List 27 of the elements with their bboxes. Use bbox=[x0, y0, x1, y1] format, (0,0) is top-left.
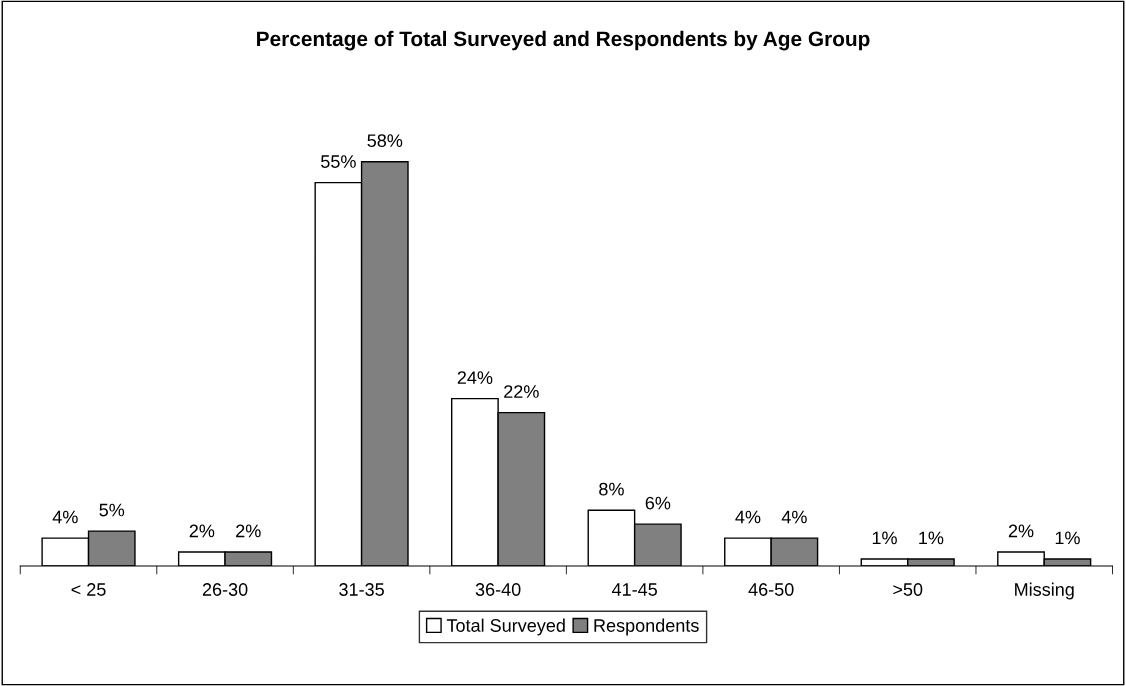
data-label: 24% bbox=[457, 371, 493, 384]
data-label: 8% bbox=[599, 482, 624, 496]
x-tick-label: 36-40 bbox=[475, 583, 521, 596]
data-label: 1% bbox=[1055, 531, 1080, 545]
legend-label: Total Surveyed bbox=[446, 618, 565, 636]
legend-label: Respondents bbox=[594, 618, 699, 636]
x-tick-label: Missing bbox=[1015, 582, 1074, 600]
x-tick-label: >50 bbox=[893, 583, 923, 596]
data-label: 22% bbox=[504, 385, 539, 398]
data-label: 2% bbox=[236, 524, 261, 538]
data-label: 1% bbox=[872, 531, 897, 545]
data-label: 6% bbox=[645, 496, 671, 510]
x-tick-label: 31-35 bbox=[339, 583, 384, 596]
data-label: 2% bbox=[1008, 524, 1034, 538]
x-tick-label: 41-45 bbox=[611, 583, 657, 596]
chart-title: Percentage of Total Surveyed and Respondents by Age Group bbox=[257, 30, 870, 51]
data-label: 4% bbox=[735, 510, 761, 524]
data-label: 5% bbox=[99, 503, 125, 517]
x-tick-label: 46-50 bbox=[748, 583, 794, 596]
x-tick-label: 26-30 bbox=[202, 583, 248, 596]
x-tick-label: < 25 bbox=[71, 583, 106, 596]
data-label: 4% bbox=[52, 510, 78, 524]
data-label: 55% bbox=[321, 155, 356, 168]
data-label: 1% bbox=[919, 531, 944, 545]
data-label: 2% bbox=[189, 524, 215, 538]
data-label: 4% bbox=[781, 510, 807, 524]
data-label: 58% bbox=[367, 134, 403, 148]
